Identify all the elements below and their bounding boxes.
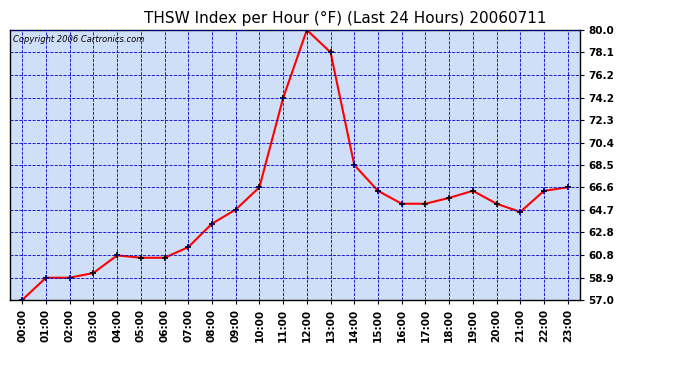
- Text: THSW Index per Hour (°F) (Last 24 Hours) 20060711: THSW Index per Hour (°F) (Last 24 Hours)…: [144, 11, 546, 26]
- Text: Copyright 2006 Cartronics.com: Copyright 2006 Cartronics.com: [13, 35, 145, 44]
